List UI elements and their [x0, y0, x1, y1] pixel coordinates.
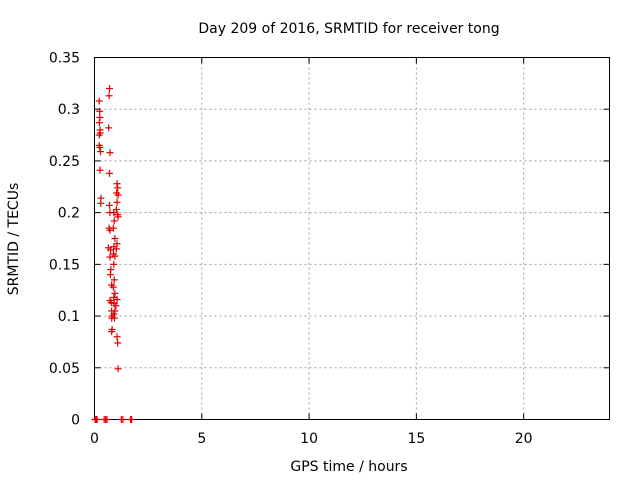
data-point: [111, 289, 119, 297]
data-point: [111, 252, 119, 260]
data-point: [112, 302, 120, 310]
data-point: [103, 416, 111, 423]
data-point: [106, 201, 114, 209]
data-point: [97, 199, 105, 207]
data-point: [96, 166, 104, 174]
y-tick-label: 0.05: [49, 361, 80, 377]
data-point: [110, 276, 118, 284]
data-point: [106, 85, 114, 93]
data-point: [114, 184, 122, 192]
data-point: [106, 253, 114, 261]
x-tick-label: 5: [197, 431, 206, 447]
data-point: [113, 198, 121, 206]
x-axis-label: GPS time / hours: [290, 459, 407, 475]
y-tick-label: 0.3: [58, 102, 80, 118]
y-axis-label: SRMTID / TECUs: [6, 183, 22, 296]
data-point: [105, 92, 113, 100]
data-point: [119, 416, 127, 423]
data-point: [96, 107, 104, 115]
data-point: [113, 296, 121, 304]
data-point: [114, 365, 122, 373]
data-point: [107, 246, 115, 254]
data-point: [110, 310, 118, 318]
data-point: [110, 314, 118, 322]
data-point: [109, 283, 117, 291]
y-tick-label: 0.25: [49, 154, 80, 170]
data-point: [105, 124, 113, 132]
data-point: [108, 328, 116, 336]
data-point: [128, 416, 136, 423]
data-point: [97, 148, 105, 156]
data-point: [96, 143, 104, 151]
data-point: [111, 307, 119, 315]
data-point: [112, 245, 120, 253]
y-tick-label: 0: [71, 413, 80, 429]
data-point: [110, 217, 118, 225]
x-tick-label: 0: [90, 431, 99, 447]
data-point: [106, 169, 114, 177]
y-tick-label: 0.35: [49, 51, 80, 67]
axis-ticks: 0 5 10 15 20 0 0.05 0.1 0.15 0.2 0.25 0.3 0.35: [49, 51, 610, 447]
x-tick-label: 20: [515, 431, 533, 447]
grid-lines: [94, 57, 610, 420]
data-point: [93, 416, 101, 423]
data-point: [112, 206, 120, 214]
data-point: [110, 260, 118, 268]
data-point: [95, 119, 103, 127]
plot-frame: [94, 57, 610, 420]
data-point: [107, 299, 115, 307]
x-tick-label: 15: [407, 431, 425, 447]
data-point: [114, 191, 122, 199]
data-point: [109, 224, 117, 232]
data-point: [95, 97, 103, 105]
y-tick-label: 0.1: [58, 309, 80, 325]
chart-title: Day 209 of 2016, SRMTID for receiver ton…: [198, 21, 499, 37]
data-points: [91, 85, 136, 423]
data-point: [113, 333, 121, 341]
y-tick-label: 0.2: [58, 206, 80, 222]
data-point: [113, 180, 121, 188]
data-point: [106, 271, 114, 279]
data-point: [111, 235, 119, 242]
data-point: [113, 240, 121, 248]
data-point: [114, 339, 122, 347]
data-point: [106, 149, 114, 157]
x-tick-label: 10: [300, 431, 318, 447]
data-point: [114, 213, 122, 221]
data-point: [96, 129, 104, 137]
y-tick-label: 0.15: [49, 257, 80, 273]
